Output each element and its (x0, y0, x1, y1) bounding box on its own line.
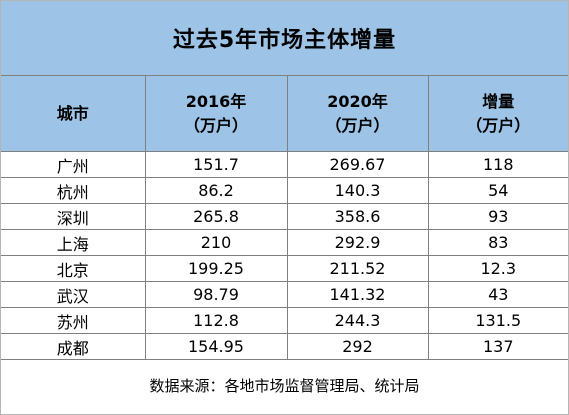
cell-2016: 112.8 (145, 307, 288, 334)
table-row: 武汉 98.79 141.32 43 (1, 281, 568, 308)
data-source-note: 数据来源：各地市场监督管理局、统计局 (149, 376, 420, 395)
header-increase-label: 增量 (482, 91, 515, 111)
table-row: 广州 151.7 269.67 118 (1, 151, 568, 178)
header-city-label: 城市 (56, 103, 89, 123)
header-row: 城市 2016年 （万户） 2020年 （万户） 增量 （万户） (1, 76, 568, 152)
cell-2020: 269.67 (287, 151, 429, 178)
table-row: 北京 199.25 211.52 12.3 (1, 255, 568, 282)
cell-increase: 118 (428, 151, 568, 178)
table-row: 深圳 265.8 358.6 93 (1, 203, 568, 230)
header-city: 城市 (1, 76, 146, 152)
cell-increase: 12.3 (428, 255, 568, 282)
cell-2016: 98.79 (145, 281, 288, 308)
cell-2020: 211.52 (287, 255, 429, 282)
cell-increase: 137 (428, 333, 568, 360)
header-2020-label: 2020年 (327, 91, 388, 111)
cell-2016: 86.2 (145, 177, 288, 204)
cell-2020: 244.3 (287, 307, 429, 334)
header-2016: 2016年 （万户） (145, 76, 288, 152)
table-row: 苏州 112.8 244.3 131.5 (1, 307, 568, 334)
table-row: 上海 210 292.9 83 (1, 229, 568, 256)
cell-city: 广州 (1, 151, 146, 178)
cell-increase: 54 (428, 177, 568, 204)
header-increase-unit: （万户） (466, 115, 531, 135)
cell-city: 深圳 (1, 203, 146, 230)
header-2016-unit: （万户） (183, 115, 248, 135)
cell-city: 杭州 (1, 177, 146, 204)
cell-increase: 93 (428, 203, 568, 230)
market-entity-table: 城市 2016年 （万户） 2020年 （万户） 增量 （万户） 广州 151.7 269… (1, 76, 568, 360)
cell-2020: 358.6 (287, 203, 429, 230)
header-increase: 增量 （万户） (428, 76, 568, 152)
cell-2016: 151.7 (145, 151, 288, 178)
cell-city: 上海 (1, 229, 146, 256)
cell-city: 成都 (1, 333, 146, 360)
cell-2016: 210 (145, 229, 288, 256)
cell-increase: 83 (428, 229, 568, 256)
cell-city: 北京 (1, 255, 146, 282)
cell-city: 苏州 (1, 307, 146, 334)
cell-2016: 265.8 (145, 203, 288, 230)
cell-2020: 292 (287, 333, 429, 360)
cell-2020: 140.3 (287, 177, 429, 204)
cell-2016: 199.25 (145, 255, 288, 282)
header-2020-unit: （万户） (325, 115, 390, 135)
cell-2020: 292.9 (287, 229, 429, 256)
table-title: 过去5年市场主体增量 (1, 1, 568, 76)
cell-2016: 154.95 (145, 333, 288, 360)
header-2020: 2020年 （万户） (287, 76, 429, 152)
cell-increase: 131.5 (428, 307, 568, 334)
cell-city: 武汉 (1, 281, 146, 308)
header-2016-label: 2016年 (185, 91, 247, 111)
cell-increase: 43 (428, 281, 568, 308)
cell-2020: 141.32 (287, 281, 429, 308)
table-row: 杭州 86.2 140.3 54 (1, 177, 568, 204)
table-row: 成都 154.95 292 137 (1, 333, 568, 360)
